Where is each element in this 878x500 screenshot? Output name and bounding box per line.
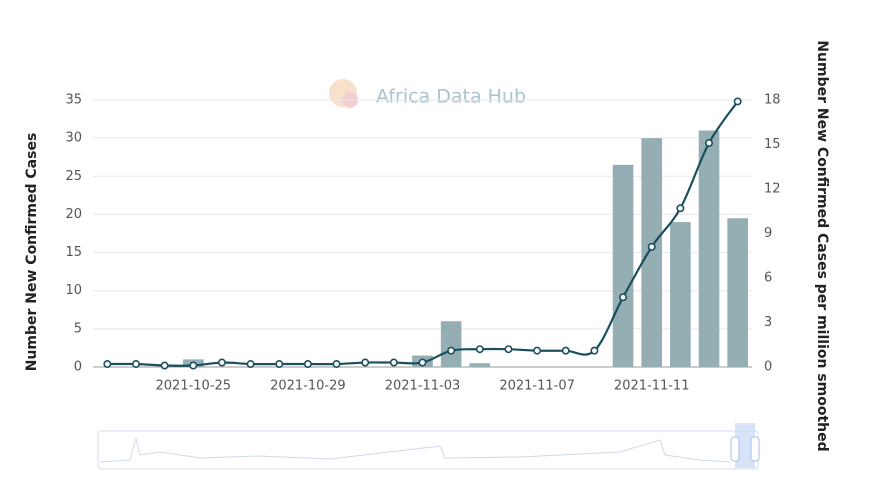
x-tick-label: 2021-11-03: [385, 379, 461, 394]
line-point: [103, 360, 112, 369]
y-tick-label: 10: [65, 283, 82, 298]
zoom-slider[interactable]: [97, 423, 760, 470]
line-point: [705, 139, 714, 148]
y-tick-label: 35: [65, 93, 82, 108]
line-point: [561, 346, 570, 355]
line-point: [389, 358, 398, 367]
y2-axis-title: Number New Confirmed Cases per million s…: [814, 40, 830, 451]
bar: [612, 164, 634, 367]
bar: [469, 363, 491, 367]
line-point: [246, 360, 255, 369]
line-point: [475, 345, 484, 354]
bar: [727, 218, 748, 367]
line-point: [418, 358, 427, 367]
y2-tick-label: 12: [764, 182, 781, 197]
y2-tick-label: 0: [764, 360, 772, 375]
y2-tick-label: 15: [764, 137, 781, 152]
line-point: [160, 361, 169, 370]
line-point: [504, 345, 513, 354]
line-point: [647, 242, 656, 251]
y-tick-label: 15: [65, 245, 82, 260]
line-point: [131, 360, 140, 369]
line-point: [275, 360, 284, 369]
bar: [440, 321, 462, 367]
line-point: [447, 346, 456, 355]
y-tick-label: 5: [74, 321, 82, 336]
line-point: [676, 204, 685, 213]
bar: [698, 130, 720, 367]
y2-tick-label: 18: [764, 93, 781, 108]
line-point: [733, 97, 742, 106]
y2-tick-label: 3: [764, 315, 772, 330]
x-tick-label: 2021-11-11: [614, 379, 690, 394]
y2-tick-label: 9: [764, 226, 772, 241]
y-tick-label: 25: [65, 169, 82, 184]
y2-tick-label: 6: [764, 271, 772, 286]
line-point: [303, 360, 312, 369]
line-point: [217, 358, 226, 367]
line-point: [332, 360, 341, 369]
bar: [641, 138, 663, 367]
y-tick-label: 30: [65, 131, 82, 146]
logo: [329, 79, 358, 108]
x-tick-label: 2021-11-07: [499, 379, 575, 394]
line-point: [361, 358, 370, 367]
x-tick-label: 2021-10-29: [270, 379, 346, 394]
line-point: [619, 293, 628, 302]
line-point: [590, 346, 599, 355]
bar: [670, 222, 691, 367]
y-tick-label: 20: [65, 207, 82, 222]
y-tick-label: 0: [74, 360, 82, 375]
watermark: Africa Data Hub: [376, 86, 526, 108]
x-tick-label: 2021-10-25: [156, 379, 232, 394]
y-axis-title: Number New Confirmed Cases: [24, 133, 40, 372]
line-point: [533, 346, 542, 355]
line-point: [189, 361, 198, 370]
